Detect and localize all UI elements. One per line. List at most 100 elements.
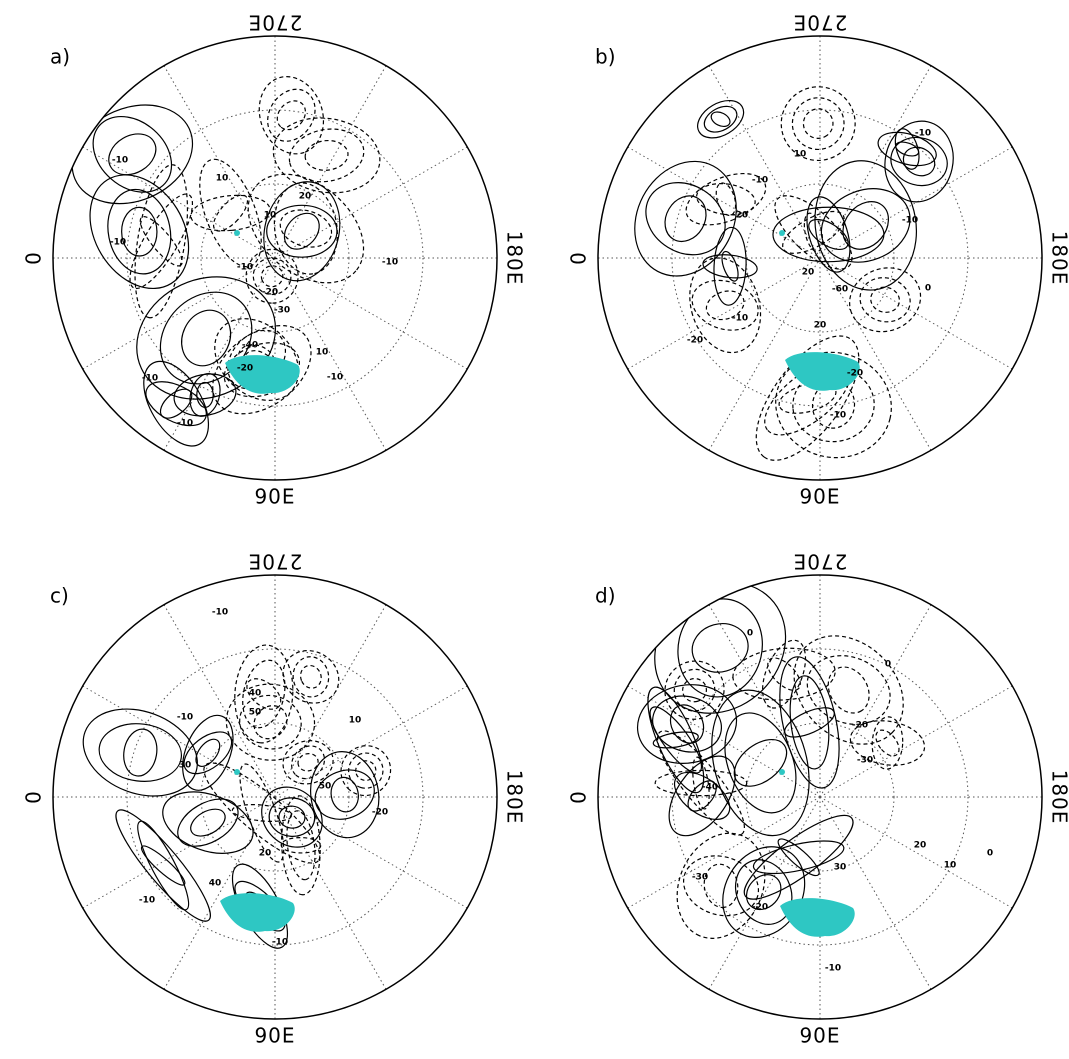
contour-label: -10: [110, 238, 126, 248]
contour-label: -20: [262, 288, 278, 298]
meridian: [820, 797, 1012, 908]
contour-label: -10: [139, 896, 155, 906]
contour-label: 40: [249, 689, 262, 699]
contour-label: -20: [852, 721, 868, 731]
contour: [268, 111, 385, 201]
contour: [267, 205, 337, 257]
contour: [258, 80, 325, 150]
contour: [661, 819, 781, 952]
plateau-dot: [779, 230, 785, 236]
panel-label: d): [595, 584, 616, 608]
meridian: [83, 686, 275, 797]
contour-label: -10: [237, 263, 253, 273]
contour: [232, 643, 296, 745]
contour: [712, 227, 747, 306]
contour: [820, 659, 877, 720]
contour: [120, 727, 160, 779]
contour: [189, 192, 271, 234]
plateau: [780, 898, 855, 937]
meridian: [275, 797, 386, 989]
contour-label: -30: [692, 873, 708, 883]
contour: [101, 126, 163, 183]
contour-label: -10: [830, 411, 846, 421]
contour: [277, 206, 326, 256]
contour-label: -20: [847, 369, 863, 379]
meridian: [820, 258, 1012, 369]
plateau-dot: [779, 769, 785, 775]
lon-label-right: 180E: [1048, 770, 1069, 825]
contour: [709, 109, 733, 129]
map-panel: -1010-20-1020-6020-10-20-20-100-10270E90…: [567, 11, 1069, 509]
contour: [691, 93, 750, 146]
panel-label: b): [595, 45, 616, 69]
contour: [187, 151, 274, 275]
contour: [782, 87, 855, 160]
map-content: [598, 556, 1042, 1019]
contour: [71, 694, 210, 812]
contour: [680, 676, 709, 705]
contour: [328, 775, 360, 814]
contour: [249, 68, 334, 163]
contour-label: 20: [259, 849, 272, 859]
contour-label: 30: [179, 761, 192, 771]
panel-label: c): [50, 584, 69, 608]
lon-label-top: 270E: [793, 11, 848, 35]
contour-label: 0: [987, 849, 993, 859]
contour: [664, 699, 710, 749]
contour-label: 0: [925, 284, 931, 294]
panel-label: a): [50, 45, 70, 69]
contour: [116, 255, 295, 422]
map-content: [598, 36, 1042, 480]
contour: [331, 736, 401, 806]
contour: [304, 139, 349, 172]
meridian: [820, 797, 931, 989]
contour-label: -10: [732, 314, 748, 324]
contour: [646, 688, 728, 760]
plateau-dot: [234, 230, 240, 236]
contour: [304, 746, 385, 842]
figure: -10 -10 10 20 10 -10 -20 -30 -40 -20 -10 10 -10 -10 -1…: [0, 0, 1069, 1059]
contour: [762, 652, 806, 695]
contour: [237, 656, 291, 732]
contour: [706, 832, 821, 953]
contour: [285, 739, 331, 785]
contour: [105, 800, 221, 930]
lon-label-left: 0: [567, 790, 591, 804]
contour-label: -20: [732, 211, 748, 221]
meridian: [275, 258, 467, 369]
contour-label: -10: [752, 176, 768, 186]
contour: [344, 749, 387, 792]
contour: [666, 763, 738, 829]
contour: [737, 319, 878, 477]
contour: [138, 842, 189, 890]
contour: [798, 103, 839, 144]
contour-label: -10: [212, 608, 228, 618]
contour: [285, 123, 369, 188]
contour-label: -10: [112, 156, 128, 166]
contour-label: -10: [177, 713, 193, 723]
contour-label: -20: [372, 808, 388, 818]
contour-label: 10: [794, 150, 807, 160]
meridian: [628, 147, 820, 258]
meridian: [820, 686, 1012, 797]
contour: [170, 789, 246, 856]
meridian: [820, 66, 931, 258]
contour: [283, 809, 319, 881]
contour-label: 10: [944, 861, 957, 871]
contour: [781, 702, 838, 743]
lon-label-bottom: 90E: [254, 485, 295, 509]
map-panel: 00-20-30-403020-30-20-10100270E90E0180Ed…: [567, 550, 1069, 1048]
meridian: [275, 258, 386, 450]
contour: [686, 272, 765, 338]
contour: [296, 752, 320, 773]
lon-label-top: 270E: [248, 11, 303, 35]
meridian: [628, 258, 820, 369]
contour-label: 20: [814, 321, 827, 331]
contour: [840, 258, 930, 342]
contour-label: -40: [702, 783, 718, 793]
contour: [764, 184, 864, 281]
contour-label: 10: [216, 174, 229, 184]
contour-label: -20: [237, 364, 253, 374]
contour: [855, 272, 915, 327]
plateau-dot: [234, 769, 240, 775]
